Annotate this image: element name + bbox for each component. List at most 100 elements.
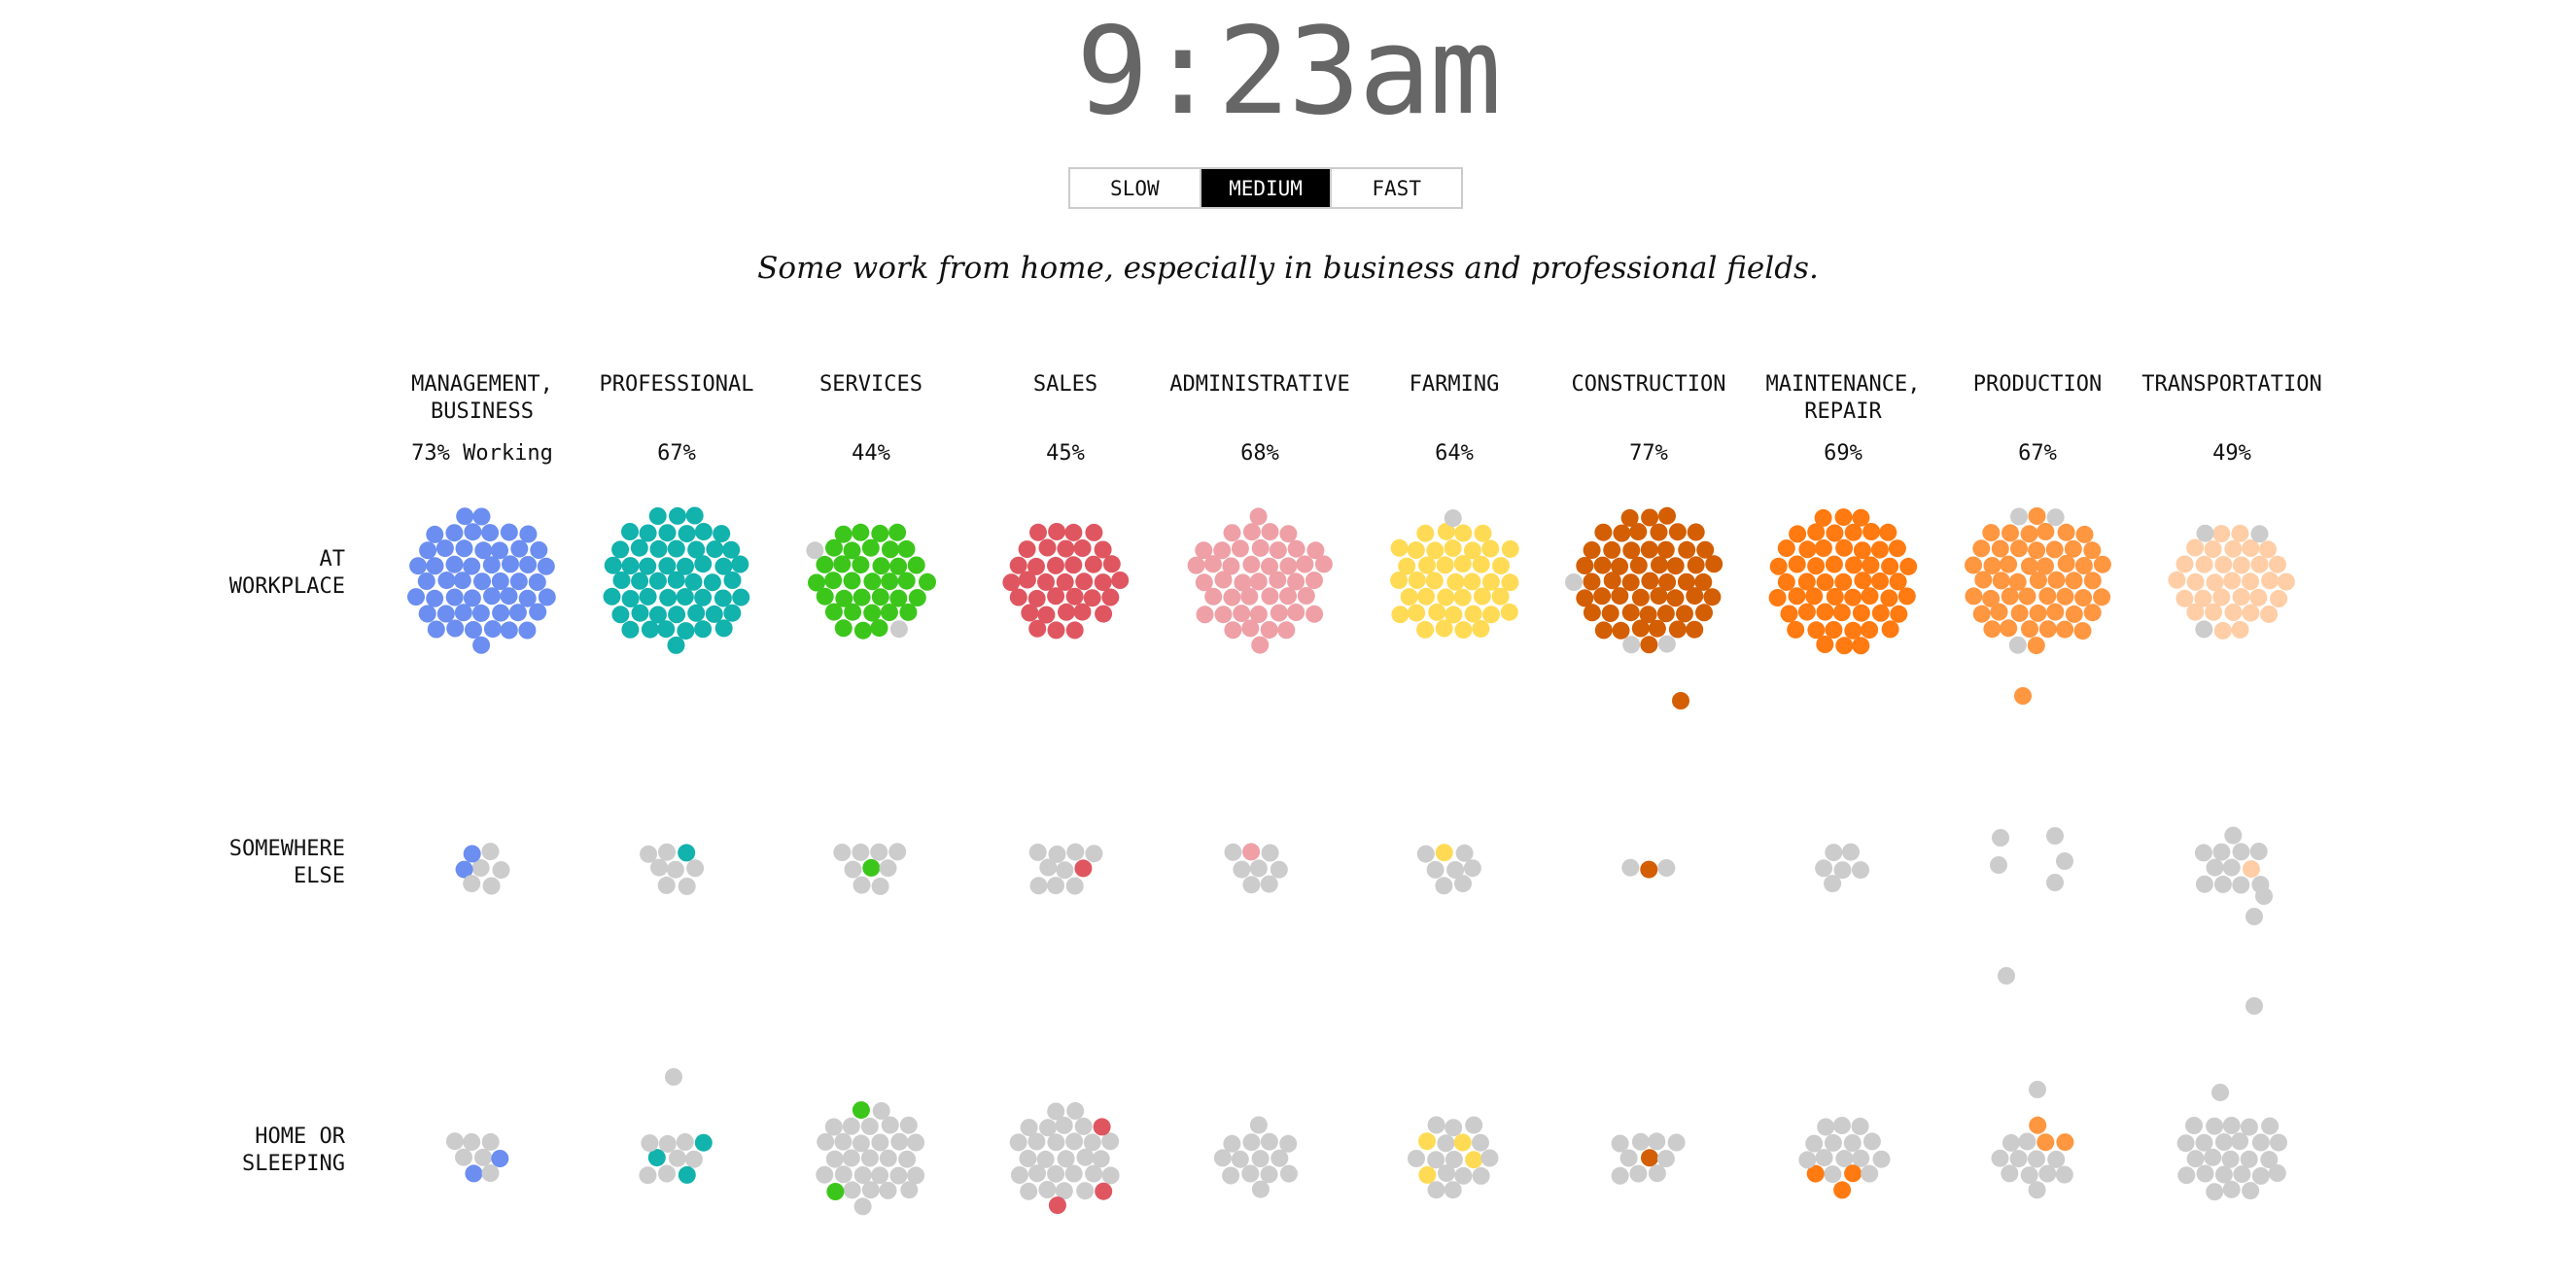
farming-workplace-dot xyxy=(1416,620,1435,639)
sales-workplace-dot xyxy=(1094,540,1112,559)
transportation-workplace-dot xyxy=(2206,573,2224,592)
construction-workplace-dot xyxy=(1621,573,1640,592)
production-workplace-dot xyxy=(2046,508,2065,527)
farming-workplace-dot xyxy=(1408,604,1426,622)
maintenance-home-dot xyxy=(1806,1164,1825,1183)
services-workplace-dot xyxy=(871,588,889,606)
production-home-dot xyxy=(2029,1116,2047,1134)
production-workplace-dot xyxy=(2008,636,2027,654)
professional-elsewhere-dot xyxy=(650,858,669,877)
sales-home-dot xyxy=(1076,1148,1095,1166)
professional-workplace-dot xyxy=(714,589,732,607)
services-workplace-dot xyxy=(835,589,853,607)
services-workplace-dot xyxy=(834,525,853,543)
management-workplace-dot xyxy=(455,539,473,558)
sales-home-dot xyxy=(1083,1133,1101,1152)
production-home-dot xyxy=(2038,1164,2057,1183)
sales-home-dot xyxy=(1057,1150,1075,1168)
construction-home-dot xyxy=(1648,1132,1666,1151)
transportation-home-dot xyxy=(2251,1166,2270,1185)
category-label-management: MANAGEMENT, BUSINESS xyxy=(411,372,553,424)
professional-workplace-dot xyxy=(649,539,668,558)
maintenance-workplace-dot xyxy=(1881,620,1899,639)
professional-workplace-dot xyxy=(621,523,639,540)
services-home-dot xyxy=(898,1150,917,1168)
speed-slow-button[interactable]: SLOW xyxy=(1070,169,1201,207)
sales-workplace-dot xyxy=(1102,555,1121,573)
maintenance-home-dot xyxy=(1833,1181,1852,1199)
farming-elsewhere-dot xyxy=(1435,877,1453,895)
administrative-workplace-dot xyxy=(1279,525,1298,543)
farming-elsewhere-dot xyxy=(1416,845,1435,863)
production-workplace-dot xyxy=(1982,524,2001,542)
maintenance-home-dot xyxy=(1851,1117,1869,1135)
management-workplace-dot xyxy=(445,524,464,542)
production-workplace-dot xyxy=(2008,572,2027,591)
transportation-home-dot xyxy=(2214,1165,2233,1184)
construction-workplace-dot xyxy=(1631,588,1650,606)
transportation-workplace-dot xyxy=(2213,621,2232,640)
production-workplace-dot xyxy=(2045,540,2064,559)
sales-home-dot xyxy=(1038,1181,1057,1198)
sales-workplace-dot xyxy=(1009,588,1027,606)
maintenance-home-dot xyxy=(1832,1117,1851,1134)
professional-workplace-dot xyxy=(687,604,706,622)
administrative-elsewhere-dot xyxy=(1233,860,1251,879)
construction-home-dot xyxy=(1631,1132,1650,1151)
services-home-dot xyxy=(860,1149,879,1167)
professional-workplace-dot xyxy=(648,507,667,525)
production-workplace-dot xyxy=(2083,604,2102,622)
maintenance-workplace-dot xyxy=(1807,523,1826,541)
administrative-workplace-dot xyxy=(1261,587,1279,606)
maintenance-workplace-dot xyxy=(1825,621,1843,639)
management-home-dot xyxy=(491,1150,509,1167)
services-workplace-dot xyxy=(834,619,853,638)
category-label-transportation: TRANSPORTATION xyxy=(2141,372,2322,397)
speed-medium-button[interactable]: MEDIUM xyxy=(1201,169,1333,207)
sales-home-dot xyxy=(1066,1102,1085,1120)
farming-workplace-dot xyxy=(1501,539,1519,558)
farming-workplace-dot xyxy=(1482,606,1500,624)
construction-workplace-dot xyxy=(1620,508,1639,527)
construction-workplace-dot xyxy=(1705,555,1723,573)
transportation-home-dot xyxy=(2204,1148,2222,1166)
transportation-workplace-dot xyxy=(2270,590,2288,607)
maintenance-workplace-dot xyxy=(1797,603,1816,621)
transportation-home-dot xyxy=(2176,1134,2195,1153)
production-home-dot xyxy=(2018,1132,2036,1151)
services-workplace-dot xyxy=(899,603,918,621)
services-home-dot xyxy=(872,1102,890,1120)
construction-workplace-dot xyxy=(1656,605,1675,623)
farming-home-dot xyxy=(1418,1132,1436,1151)
sales-workplace-dot xyxy=(1111,571,1130,589)
sales-workplace-dot xyxy=(1084,555,1102,573)
construction-home-dot xyxy=(1667,1133,1686,1152)
transportation-workplace-dot xyxy=(2249,588,2268,606)
sales-home-dot xyxy=(1010,1166,1028,1184)
maintenance-workplace-dot xyxy=(1861,621,1879,639)
management-elsewhere-dot xyxy=(481,843,500,861)
administrative-workplace-dot xyxy=(1213,541,1232,560)
construction-workplace-dot xyxy=(1694,572,1713,591)
maintenance-home-dot xyxy=(1815,1149,1833,1167)
services-workplace-dot xyxy=(872,557,890,575)
administrative-home-dot xyxy=(1241,1164,1260,1183)
speed-fast-button[interactable]: FAST xyxy=(1332,169,1462,207)
production-workplace-dot xyxy=(2038,587,2057,606)
production-workplace-dot xyxy=(1983,620,2002,639)
sales-home-dot xyxy=(1048,1196,1066,1215)
administrative-home-dot xyxy=(1251,1180,1270,1198)
administrative-home-dot xyxy=(1271,1149,1289,1167)
construction-workplace-dot xyxy=(1611,557,1629,575)
category-percent-professional: 67% xyxy=(657,441,696,466)
sales-elsewhere-dot xyxy=(1047,877,1064,895)
sales-workplace-dot xyxy=(1057,539,1075,558)
services-home-dot xyxy=(852,1101,870,1120)
transportation-workplace-dot xyxy=(2186,603,2205,621)
transportation-home-dot xyxy=(2177,1166,2196,1185)
sales-elsewhere-dot xyxy=(1066,843,1085,861)
production-workplace-dot xyxy=(2018,587,2036,606)
professional-home-dot xyxy=(668,1149,686,1167)
management-workplace-dot xyxy=(537,557,555,575)
administrative-workplace-dot xyxy=(1269,541,1287,560)
